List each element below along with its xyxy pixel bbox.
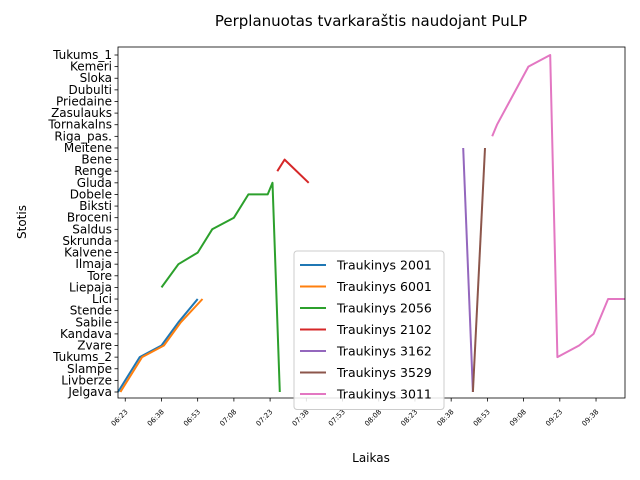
legend-entry: Traukinys 3162 [336,344,432,359]
legend-entry: Traukinys 6001 [336,279,432,294]
legend-entry: Traukinys 3529 [336,365,432,380]
y-tick-label: Lici [92,292,112,306]
y-tick-label: Priedaine [56,94,112,108]
y-tick-label: Renge [74,164,112,178]
series-line-traukinys-2102 [276,158,310,184]
y-tick-label: Meitene [64,141,112,155]
y-tick-label: Tore [86,269,112,283]
y-tick-label: Bene [81,153,112,167]
x-tick-label: 08:23 [399,408,419,428]
series-line-traukinys-3529 [471,147,486,393]
y-tick-label: Slampe [67,362,112,376]
x-tick-label: 08:53 [472,408,492,428]
series-line-traukinys-3011 [491,54,625,359]
x-tick-label: 06:53 [182,408,202,428]
x-tick-label: 07:23 [255,408,275,428]
y-tick-label: Tukums_1 [52,48,112,62]
y-tick-label: Dobele [70,187,112,201]
y-tick-label: Tornakalns [47,118,112,132]
y-tick-label: Zvare [77,339,112,353]
y-tick-label: Liepaja [69,280,112,294]
legend-entry: Traukinys 2102 [336,322,432,337]
series-line-traukinys-2056 [160,181,281,393]
y-tick-label: Biksti [79,199,112,213]
y-tick-label: Livberze [61,373,112,387]
y-tick-label: Ilmaja [75,257,112,271]
y-tick-label: Gluda [77,176,112,190]
x-tick-label: 09:08 [508,408,528,428]
legend: Traukinys 2001 Traukinys 6001 Traukinys 20… [293,250,445,410]
x-tick-label: 07:08 [218,408,238,428]
y-tick-label: Sloka [80,71,112,85]
y-tick-label: Riga_pas. [54,129,112,143]
y-tick-label: Stende [70,304,112,318]
y-tick-label: Sabile [75,315,112,329]
x-tick-label: 06:38 [146,408,166,428]
y-tick-label: Jelgava [67,385,112,399]
x-tick-label: 09:23 [544,408,564,428]
x-tick-label: 08:38 [436,408,456,428]
x-tick-label: 07:53 [327,408,347,428]
y-tick-label: Kalvene [64,246,112,260]
x-axis-label: Laikas [352,451,390,465]
y-tick-label: Skrunda [62,234,112,248]
legend-entry: Traukinys 2056 [336,301,432,316]
x-tick-label: 08:08 [363,408,383,428]
y-tick-label: Dubulti [69,83,112,97]
x-tick-label: 07:38 [291,408,311,428]
series-line-traukinys-6001 [119,298,204,393]
y-tick-label: Kemeri [70,60,112,74]
plot-lines [117,54,625,393]
legend-box [293,250,445,410]
chart-title: Perplanuotas tvarkaraštis naudojant PuLP [215,12,527,30]
y-axis: JelgavaLivberzeSlampeTukums_2ZvareKandav… [47,48,118,399]
y-axis-label: Stotis [15,205,29,239]
y-tick-label: Tukums_2 [52,350,112,364]
x-tick-label: 09:38 [581,408,601,428]
series-line-traukinys-3162 [462,147,474,393]
legend-entry: Traukinys 3011 [336,387,432,402]
y-tick-label: Saldus [72,222,112,236]
y-tick-label: Kandava [60,327,112,341]
y-tick-label: Broceni [67,211,112,225]
legend-entry: Traukinys 2001 [336,258,432,273]
x-tick-label: 06:23 [110,408,130,428]
y-tick-label: Zasulauks [51,106,112,120]
series-line-traukinys-2001 [117,298,199,393]
